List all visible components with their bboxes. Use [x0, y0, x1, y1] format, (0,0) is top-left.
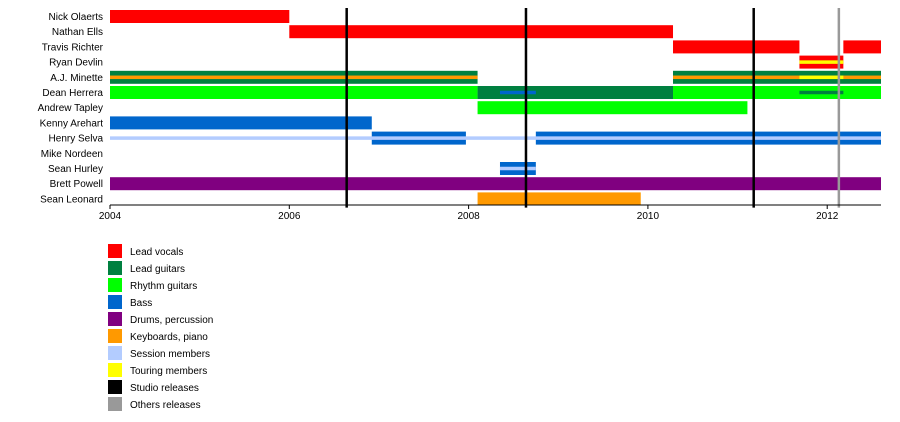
legend-swatch-lead-guitars	[108, 261, 122, 275]
member-label: Ryan Devlin	[49, 58, 103, 69]
legend-swatch-touring	[108, 363, 122, 377]
member-label: Nathan Ells	[52, 27, 103, 38]
legend-swatch-keyboards	[108, 329, 122, 343]
member-label: Travis Richter	[42, 42, 104, 53]
legend-label: Session members	[130, 349, 210, 360]
bar-bass	[110, 116, 372, 130]
member-label: Sean Leonard	[40, 194, 103, 205]
legend-label: Drums, percussion	[130, 315, 213, 326]
bar-touring	[799, 60, 844, 64]
x-tick-label: 2004	[99, 211, 122, 222]
legend-label: Lead vocals	[130, 247, 183, 258]
x-tick-label: 2006	[278, 211, 301, 222]
member-label: A.J. Minette	[50, 73, 103, 84]
x-tick-label: 2012	[816, 211, 839, 222]
member-labels: Nick Olaerts Nathan Ells Travis Richter Rya…	[38, 12, 104, 205]
legend-label: Studio releases	[130, 383, 199, 394]
member-label: Andrew Tapley	[38, 103, 103, 114]
member-label: Kenny Arehart	[40, 118, 104, 129]
legend-swatch-studio	[108, 380, 122, 394]
bar-touring	[799, 75, 844, 80]
legend-label: Touring members	[130, 366, 207, 377]
member-label: Dean Herrera	[42, 88, 103, 99]
bar-bass	[499, 90, 536, 95]
legend-label: Keyboards, piano	[130, 332, 208, 343]
x-axis: 2004 2006 2008 2010 2012	[99, 204, 881, 222]
bar-lead-vocals	[110, 10, 290, 23]
legend-label: Lead guitars	[130, 264, 185, 275]
legend-swatch-bass	[108, 295, 122, 309]
legend-swatch-drums	[108, 312, 122, 326]
legend: Lead vocals Lead guitars Rhythm guitars Bas…	[108, 244, 213, 411]
member-label: Henry Selva	[49, 134, 104, 145]
legend-label: Bass	[130, 298, 152, 309]
legend-swatch-rhythm-guitars	[108, 278, 122, 292]
member-label: Sean Hurley	[48, 164, 103, 175]
bar-session	[499, 166, 536, 171]
member-label: Mike Nordeen	[41, 149, 103, 160]
bar-lead-vocals	[673, 40, 800, 54]
legend-swatch-others	[108, 397, 122, 411]
legend-label: Rhythm guitars	[130, 281, 197, 292]
legend-label: Others releases	[130, 400, 201, 411]
x-tick-label: 2008	[457, 211, 480, 222]
bar-lead-guitars	[799, 90, 844, 95]
release-lines	[345, 8, 841, 208]
bar-rhythm-guitars	[477, 101, 748, 115]
member-label: Nick Olaerts	[49, 12, 103, 23]
bar-rhythm-guitars	[673, 86, 881, 99]
member-bars	[110, 10, 881, 206]
bar-keyboards	[673, 75, 881, 80]
legend-swatch-lead-vocals	[108, 244, 122, 258]
bar-lead-vocals	[289, 25, 674, 39]
bar-lead-vocals	[843, 40, 881, 54]
legend-swatch-session	[108, 346, 122, 360]
member-label: Brett Powell	[50, 179, 103, 190]
bar-session	[110, 136, 881, 140]
bar-drums	[110, 177, 881, 191]
bar-rhythm-guitars	[110, 86, 478, 99]
bar-keyboards	[110, 75, 478, 80]
bar-keyboards	[477, 192, 641, 206]
x-tick-label: 2010	[637, 211, 660, 222]
